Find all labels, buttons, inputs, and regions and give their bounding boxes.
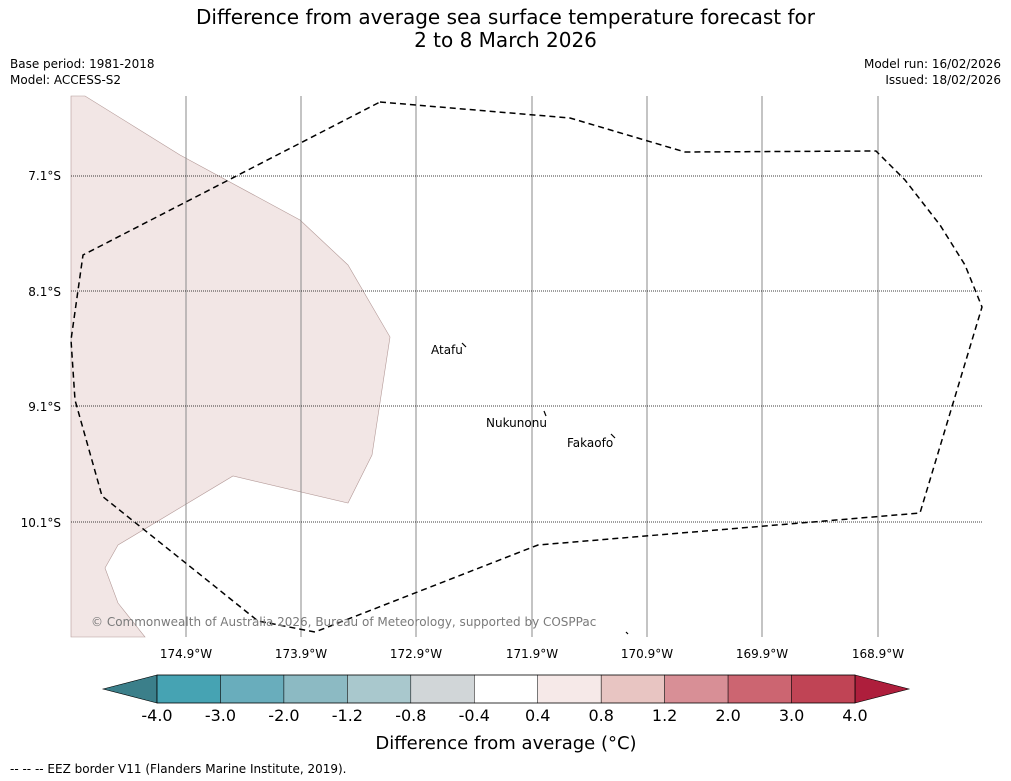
colorbar-tick-label: 3.0: [779, 706, 804, 725]
lat-label: 9.1°S: [28, 400, 61, 414]
lat-label: 7.1°S: [28, 169, 61, 183]
colorbar-segment: [791, 674, 856, 704]
meta-left: Base period: 1981-2018 Model: ACCESS-S2: [10, 56, 155, 88]
colorbar-segment: [474, 674, 538, 704]
anomaly-region: [70, 95, 391, 638]
lon-label: 172.9°W: [390, 647, 442, 661]
colorbar-segment: [220, 674, 285, 704]
fakaofo-atoll-icon: [610, 433, 616, 439]
colorbar-under-arrow: [101, 674, 158, 704]
place-label-fakaofo: Fakaofo: [567, 436, 613, 450]
colorbar-over-arrow: [854, 674, 911, 704]
lon-label: 173.9°W: [275, 647, 327, 661]
place-label-nukunonu: Nukunonu: [486, 416, 547, 430]
colorbar-segment: [156, 674, 221, 704]
issued-date: Issued: 18/02/2026: [885, 73, 1001, 87]
colorbar-segment: [727, 674, 792, 704]
colorbar-segment: [283, 674, 348, 704]
lon-label: 168.9°W: [852, 647, 904, 661]
colorbar-tick-label: 0.4: [525, 706, 550, 725]
swains-islet-icon: [625, 631, 629, 635]
colorbar-tick-label: -1.2: [332, 706, 363, 725]
colorbar-tick-label: 0.8: [588, 706, 613, 725]
colorbar-tick-label: -0.8: [395, 706, 426, 725]
colorbar-segment: [537, 674, 602, 704]
title-line-2: 2 to 8 March 2026: [414, 28, 597, 52]
lat-label: 10.1°S: [21, 516, 61, 530]
lat-label: 8.1°S: [28, 285, 61, 299]
lon-label: 171.9°W: [506, 647, 558, 661]
colorbar-segment: [664, 674, 729, 704]
meta-right: Model run: 16/02/2026 Issued: 18/02/2026: [864, 56, 1001, 88]
colorbar-segment: [347, 674, 412, 704]
atafu-atoll-icon: [461, 342, 467, 348]
nukunonu-atoll-icon: [543, 410, 547, 417]
colorbar-frame: [156, 674, 856, 704]
colorbar-tick-label: 4.0: [842, 706, 867, 725]
map-title: Difference from average sea surface temp…: [0, 6, 1011, 52]
colorbar-segment: [600, 674, 665, 704]
colorbar: -4.0 -3.0 -2.0 -1.2 -0.8 -0.4 0.4 0.8 1.2 2.0 3.0 4…: [101, 674, 911, 754]
base-period: Base period: 1981-2018: [10, 57, 155, 71]
lon-label: 170.9°W: [621, 647, 673, 661]
colorbar-tick-label: -4.0: [141, 706, 172, 725]
colorbar-tick-label: -2.0: [268, 706, 299, 725]
colorbar-tick-label: 1.2: [652, 706, 677, 725]
colorbar-segment: [410, 674, 475, 704]
atoll-shapes: [461, 342, 629, 635]
colorbar-label: Difference from average (°C): [375, 733, 636, 754]
lon-label: 169.9°W: [736, 647, 788, 661]
lon-label: 174.9°W: [160, 647, 212, 661]
title-line-1: Difference from average sea surface temp…: [195, 5, 815, 29]
colorbar-tick-label: 2.0: [715, 706, 740, 725]
model-run: Model run: 16/02/2026: [863, 57, 1001, 71]
model-name: Model: ACCESS-S2: [10, 73, 122, 87]
longitude-gridlines: [185, 96, 879, 637]
place-label-atafu: Atafu: [431, 343, 463, 357]
colorbar-tick-label: -0.4: [459, 706, 490, 725]
colorbar-tick-label: -3.0: [205, 706, 236, 725]
eez-legend: -- -- -- EEZ border V11 (Flanders Marine…: [10, 762, 347, 776]
copyright-notice: © Commonwealth of Australia 2026, Bureau…: [91, 615, 596, 629]
